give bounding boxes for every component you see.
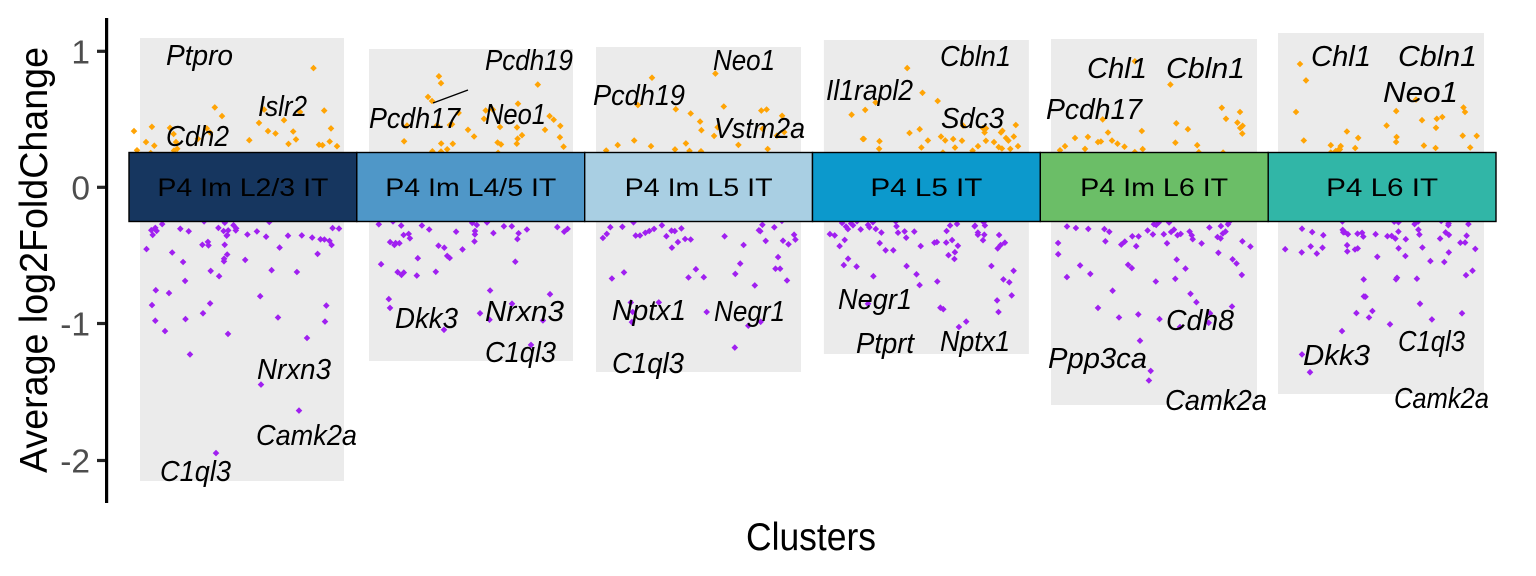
- svg-text:Average log2FoldChange: Average log2FoldChange: [13, 47, 56, 473]
- svg-text:Camk2a: Camk2a: [256, 420, 357, 452]
- svg-text:P4 Im L6 IT: P4 Im L6 IT: [1080, 174, 1228, 202]
- svg-text:Ptpro: Ptpro: [166, 40, 233, 72]
- svg-text:Chl1: Chl1: [1087, 53, 1147, 85]
- svg-text:P4 L6 IT: P4 L6 IT: [1326, 174, 1438, 202]
- svg-text:C1ql3: C1ql3: [1398, 326, 1465, 358]
- svg-text:Pcdh17: Pcdh17: [1046, 94, 1143, 126]
- svg-text:Pcdh19: Pcdh19: [593, 80, 685, 112]
- svg-text:1: 1: [71, 35, 90, 72]
- svg-text:Islr2: Islr2: [258, 91, 307, 123]
- svg-text:Chl1: Chl1: [1311, 41, 1371, 73]
- svg-text:-1: -1: [60, 307, 90, 344]
- svg-text:Negr1: Negr1: [838, 284, 912, 316]
- svg-text:P4 L5 IT: P4 L5 IT: [870, 174, 982, 202]
- svg-text:Camk2a: Camk2a: [1394, 383, 1489, 415]
- svg-text:Ppp3ca: Ppp3ca: [1048, 343, 1147, 375]
- svg-text:Negr1: Negr1: [714, 296, 785, 328]
- svg-text:Cdh8: Cdh8: [1166, 305, 1234, 337]
- svg-text:P4 Im L2/3 IT: P4 Im L2/3 IT: [157, 174, 328, 202]
- svg-text:Pcdh19: Pcdh19: [485, 45, 573, 77]
- svg-text:Vstm2a: Vstm2a: [714, 113, 805, 145]
- svg-text:Neo1: Neo1: [1383, 77, 1458, 109]
- svg-text:Nrxn3: Nrxn3: [485, 296, 564, 328]
- svg-text:P4 Im L4/5 IT: P4 Im L4/5 IT: [385, 174, 556, 202]
- svg-text:Neo1: Neo1: [713, 45, 775, 77]
- svg-text:Nptx1: Nptx1: [940, 326, 1010, 358]
- svg-text:Sdc3: Sdc3: [941, 103, 1004, 135]
- svg-text:P4 Im L5 IT: P4 Im L5 IT: [625, 174, 773, 202]
- svg-text:Il1rapl2: Il1rapl2: [826, 75, 913, 107]
- svg-text:-2: -2: [60, 444, 90, 481]
- svg-text:C1ql3: C1ql3: [160, 456, 231, 488]
- svg-text:Nptx1: Nptx1: [612, 295, 686, 327]
- svg-text:Cbln1: Cbln1: [1398, 41, 1477, 73]
- svg-text:Cbln1: Cbln1: [1166, 53, 1245, 85]
- svg-text:C1ql3: C1ql3: [485, 337, 556, 369]
- svg-text:Camk2a: Camk2a: [1165, 385, 1267, 417]
- svg-text:Cdh2: Cdh2: [166, 121, 229, 153]
- svg-text:C1ql3: C1ql3: [612, 348, 684, 380]
- svg-text:0: 0: [71, 171, 90, 208]
- svg-text:Clusters: Clusters: [746, 516, 876, 559]
- svg-text:Ptprt: Ptprt: [856, 328, 915, 360]
- svg-text:Cbln1: Cbln1: [940, 41, 1011, 73]
- svg-text:Pcdh17: Pcdh17: [369, 103, 461, 135]
- svg-text:Neo1: Neo1: [485, 99, 546, 131]
- svg-text:Dkk3: Dkk3: [395, 303, 458, 335]
- svg-text:Nrxn3: Nrxn3: [257, 354, 331, 386]
- svg-text:Dkk3: Dkk3: [1303, 340, 1370, 372]
